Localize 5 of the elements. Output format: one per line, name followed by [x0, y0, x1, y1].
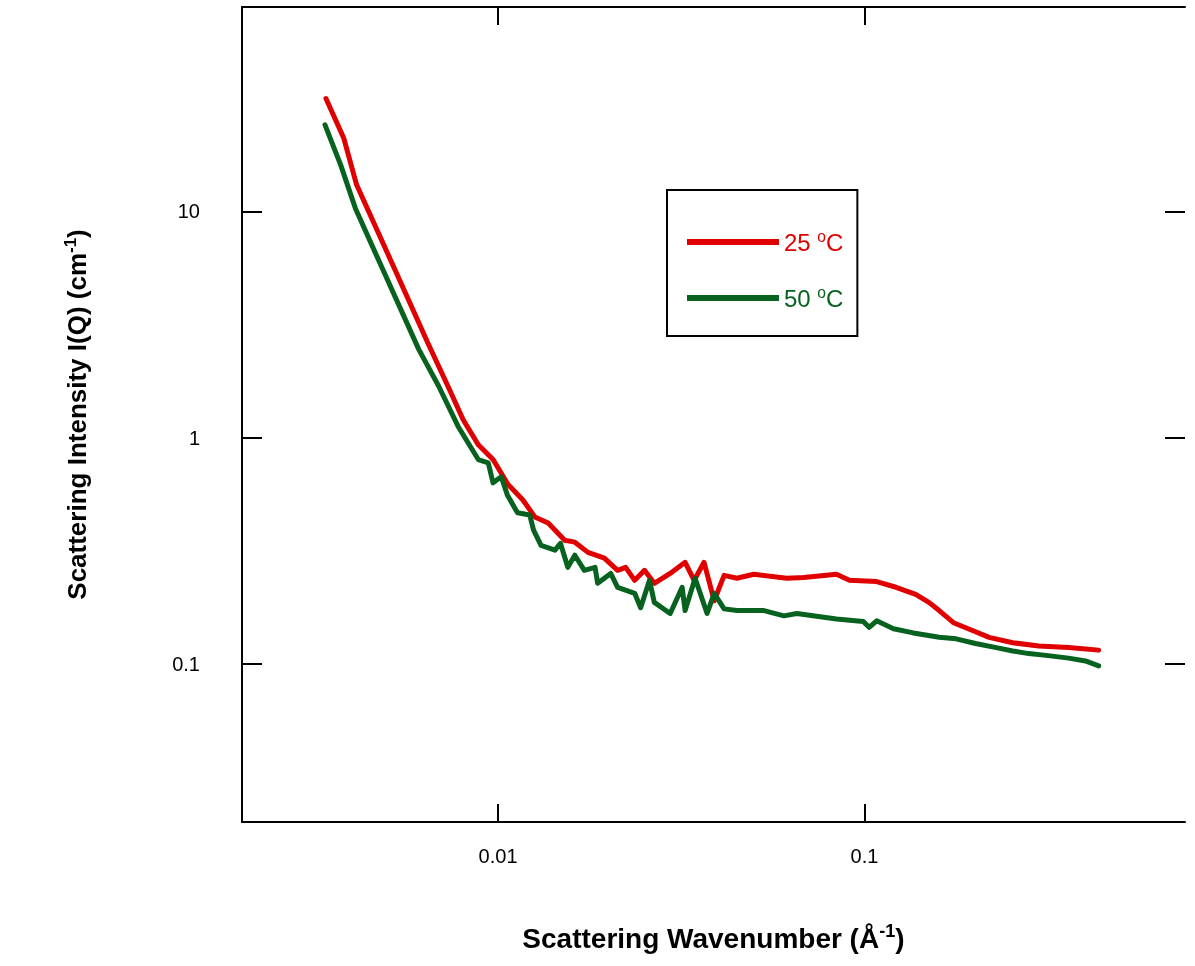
x-tick-label: 0.01 [478, 845, 518, 867]
y-axis-title: Scattering Intensity I(Q) (cm-1) [61, 229, 92, 600]
y-tick-label: 10 [177, 200, 200, 223]
y-tick-label: 1 [188, 426, 200, 449]
y-tick-label: 0.1 [172, 652, 200, 675]
